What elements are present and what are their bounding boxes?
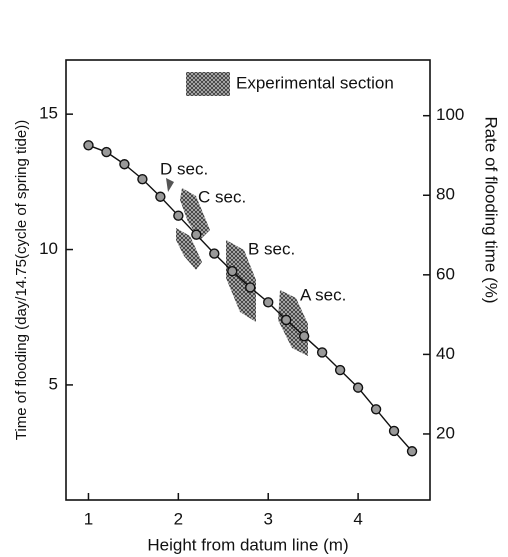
data-point [245, 282, 256, 293]
legend-label: Experimental section [236, 73, 394, 92]
data-point [173, 210, 184, 221]
data-point [101, 146, 112, 158]
data-point [388, 425, 400, 437]
x-tick-label: 3 [263, 509, 272, 528]
data-point [280, 314, 292, 326]
annotation: D sec. [160, 159, 208, 178]
data-point [406, 446, 418, 457]
y2-tick-label: 20 [436, 423, 455, 442]
y-axis-label: Time of flooding (day/14.75(cycle of spr… [13, 120, 30, 440]
y-tick-label: 15 [39, 104, 58, 123]
data-point [155, 191, 166, 202]
plot-frame [65, 59, 431, 501]
data-point [137, 173, 148, 185]
y2-axis-label: Rate of flooding time (%) [482, 116, 501, 303]
y-tick-label: 10 [39, 239, 58, 258]
y2-tick-label: 80 [436, 185, 455, 204]
annotation: B sec. [248, 239, 295, 258]
data-point [83, 140, 94, 151]
x-tick-label: 4 [353, 509, 362, 528]
x-tick-label: 1 [84, 509, 93, 528]
data-point [370, 404, 382, 415]
data-point [209, 248, 220, 259]
hatched-area [180, 188, 210, 240]
annotation: A sec. [300, 285, 346, 304]
data-point [352, 382, 364, 393]
data-point [263, 297, 274, 308]
y2-tick-label: 60 [436, 264, 455, 283]
y2-tick-label: 100 [436, 105, 464, 124]
annotation: C sec. [198, 187, 246, 206]
legend-swatch [186, 72, 230, 96]
pointer [166, 178, 174, 192]
data-point [191, 229, 202, 240]
y2-tick-label: 40 [436, 344, 455, 363]
data-point [119, 159, 130, 170]
data-point [334, 364, 346, 376]
y-tick-label: 5 [49, 374, 58, 393]
data-point [298, 330, 310, 342]
x-axis-label: Height from datum line (m) [147, 535, 348, 554]
hatched-area [226, 240, 256, 322]
data-point [316, 347, 328, 358]
x-tick-label: 2 [174, 509, 183, 528]
data-point [227, 266, 238, 277]
hatched-area [176, 228, 202, 270]
